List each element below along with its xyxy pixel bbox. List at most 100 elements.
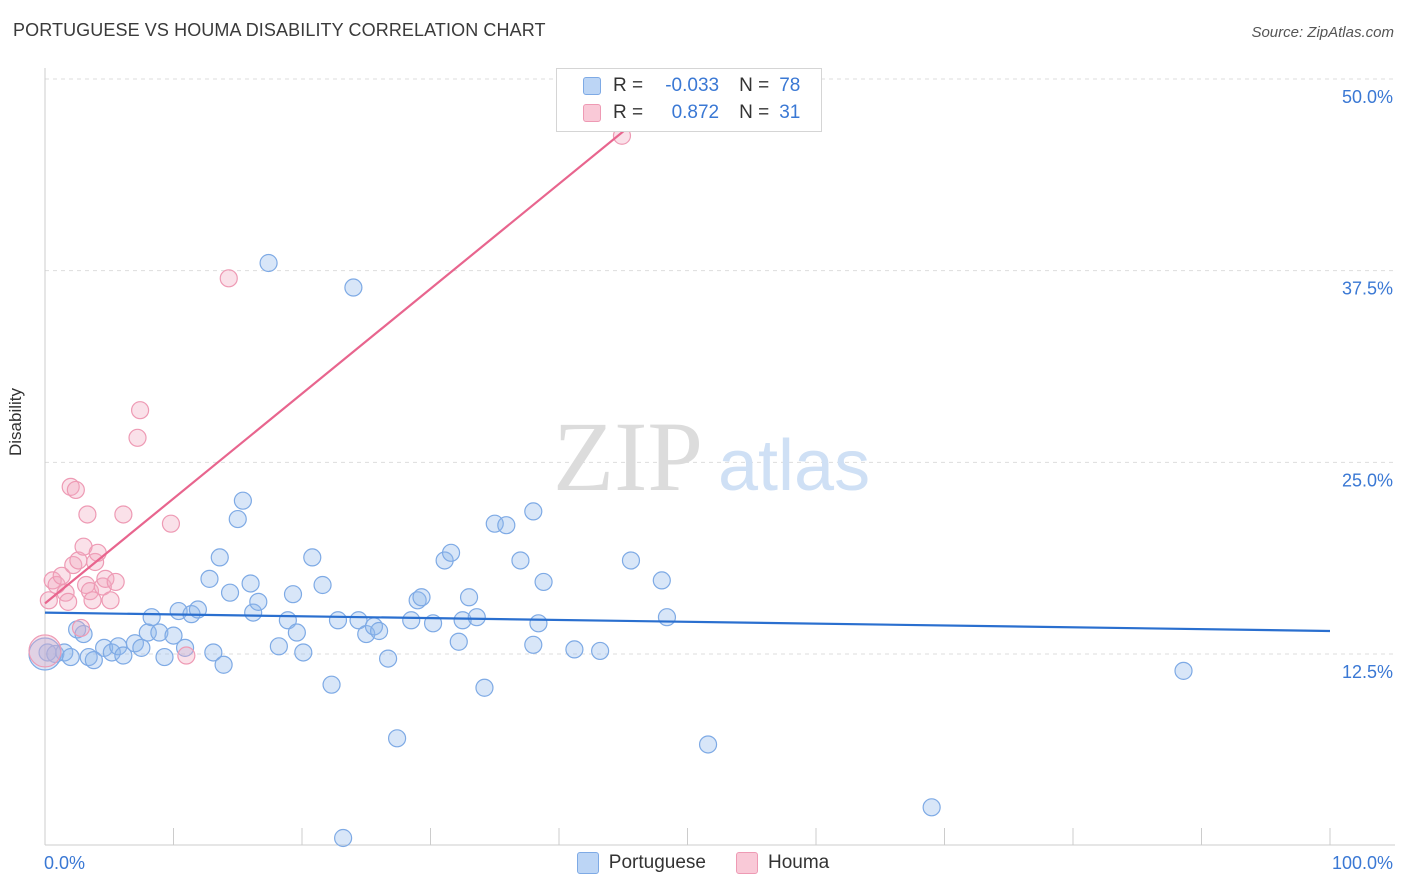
axes [44,68,1395,846]
portuguese-point [164,626,183,645]
portuguese-point [249,592,268,611]
portuguese-point [485,514,504,533]
legend-item-houma[interactable]: Houma [735,852,829,874]
houma-points [28,97,632,668]
portuguese-swatch [583,77,601,95]
portuguese-n-value: 78 [779,75,801,96]
portuguese-point [328,611,348,630]
portuguese-point [287,623,306,642]
y-tick-label-1: 25.0% [1342,470,1393,490]
n-label: N = [739,75,770,96]
gridlines [45,78,1395,655]
portuguese-point [441,543,461,562]
portuguese-point [467,608,486,627]
legend-item-portuguese[interactable]: Portuguese [576,852,706,874]
portuguese-point [150,623,169,642]
y-tick-label-2: 37.5% [1342,279,1393,299]
portuguese-point [210,548,229,567]
portuguese-r-value: -0.033 [665,75,720,96]
houma-point [130,401,150,420]
watermark-zip: ZIP [553,401,703,512]
trend-lines [44,78,1331,633]
portuguese-point [269,637,288,656]
y-axis-label: Disability [6,387,25,456]
correlation-legend: R = -0.033 N = 78 R = 0.872 N = 31 [556,68,822,132]
houma-point [59,592,78,611]
houma-point [96,569,115,588]
portuguese-point [294,643,313,662]
legend-row-houma: R = 0.872 N = 31 [557,100,800,126]
portuguese-point [220,583,240,602]
houma-n-value: 31 [779,102,801,123]
houma-point [71,618,91,638]
portuguese-point [402,611,421,630]
portuguese-point [378,649,398,668]
x-tick-label-min: 0.0% [44,853,85,873]
portuguese-point [657,608,677,627]
y-tick-label-3: 50.0% [1342,87,1393,107]
portuguese-point [241,574,260,593]
portuguese-point [652,571,671,590]
houma-point [83,591,102,610]
houma-point [88,543,107,562]
series-legend: Portuguese Houma [0,852,1406,874]
portuguese-point [387,729,407,748]
houma-point [66,480,85,500]
n-label: N = [739,102,770,123]
portuguese-trend-line [44,611,1331,633]
x-tick-label-max: 100.0% [1332,853,1393,873]
houma-point [28,634,62,668]
portuguese-point [283,585,303,604]
portuguese-point [334,828,353,848]
portuguese-point [591,641,610,661]
r-label: R = [613,102,644,123]
portuguese-point [344,278,363,297]
portuguese-point [61,647,80,667]
legend-row-portuguese: R = -0.033 N = 78 [557,73,800,99]
portuguese-point [233,491,252,510]
portuguese-point [259,253,278,273]
chart-title: PORTUGUESE VS HOUMA DISABILITY CORRELATI… [13,20,546,40]
portuguese-point [459,588,479,607]
portuguese-legend-label: Portuguese [608,852,706,873]
houma-trend-line [44,78,689,605]
portuguese-point [529,614,548,633]
houma-r-value: 0.872 [671,102,720,123]
portuguese-point [534,572,553,592]
portuguese-point [698,735,718,754]
portuguese-point [114,646,133,665]
y-tick-label-0: 12.5% [1342,662,1393,682]
houma-swatch [583,104,601,122]
portuguese-point [565,640,584,659]
houma-point [78,505,97,524]
houma-point [101,591,120,610]
portuguese-legend-swatch [576,852,599,874]
watermark-atlas: atlas [718,426,870,506]
portuguese-point [453,611,472,630]
portuguese-point [132,638,151,657]
houma-point [161,514,181,533]
r-label: R = [613,75,644,96]
houma-point [177,646,196,665]
portuguese-point [214,655,233,674]
x-tick-labels: 0.0% 100.0% [44,853,1393,873]
portuguese-point [313,575,332,595]
portuguese-point [204,643,223,662]
houma-point [219,269,238,288]
houma-legend-swatch [735,852,758,874]
portuguese-point [524,635,543,654]
portuguese-point [244,603,263,622]
portuguese-point [621,551,641,570]
houma-point [52,566,71,585]
portuguese-point [449,632,468,651]
portuguese-point [475,678,494,697]
portuguese-points [28,253,1193,848]
portuguese-point [125,634,145,653]
houma-point [114,505,133,524]
houma-point [106,572,125,592]
portuguese-point [1174,661,1193,680]
houma-point [128,428,147,447]
portuguese-point [524,502,543,521]
watermark: ZIP atlas [553,401,870,512]
